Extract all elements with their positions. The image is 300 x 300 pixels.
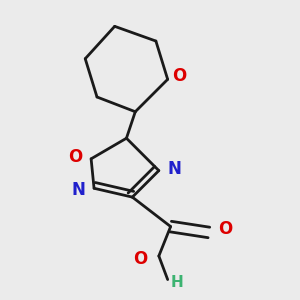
Text: O: O — [133, 250, 147, 268]
Text: N: N — [71, 181, 85, 199]
Text: N: N — [168, 160, 182, 178]
Text: H: H — [171, 275, 183, 290]
Text: O: O — [218, 220, 232, 238]
Text: O: O — [68, 148, 82, 166]
Text: O: O — [172, 68, 187, 85]
